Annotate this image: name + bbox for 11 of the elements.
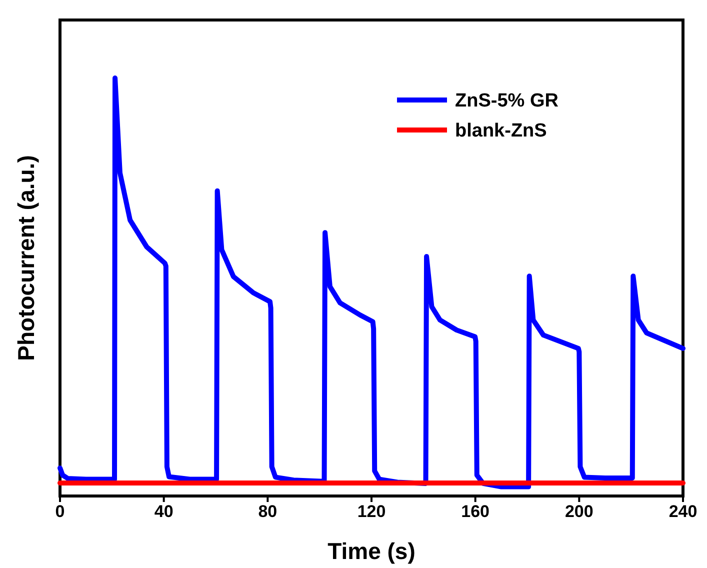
x-tick-label: 80: [258, 502, 278, 522]
x-axis-title: Time (s): [328, 538, 416, 564]
x-tick-label: 0: [55, 502, 65, 522]
legend-label: blank-ZnS: [455, 120, 547, 142]
y-axis-title: Photocurrent (a.u.): [13, 155, 39, 361]
x-tick-label: 40: [154, 502, 174, 522]
legend-label: ZnS-5% GR: [455, 90, 559, 112]
x-tick-label: 240: [668, 502, 698, 522]
x-tick-label: 120: [357, 502, 386, 522]
x-tick-label: 160: [461, 502, 490, 522]
x-tick-label: 200: [564, 502, 594, 522]
